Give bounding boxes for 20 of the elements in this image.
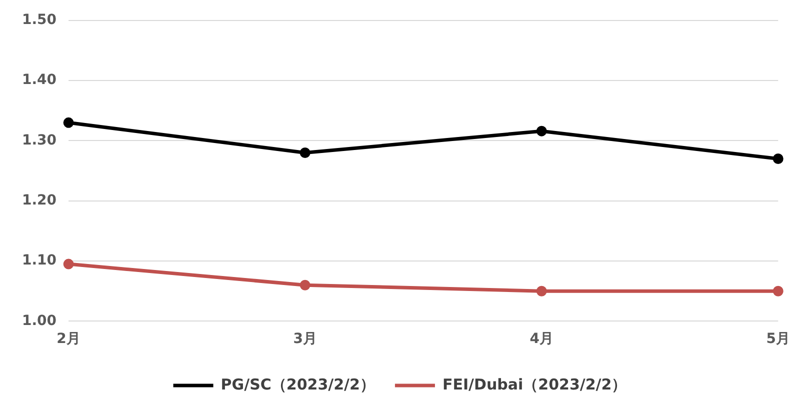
y-tick-label: 1.50 xyxy=(22,12,57,28)
point xyxy=(300,280,310,290)
legend-label: PG/SC（2023/2/2） xyxy=(220,375,375,394)
point xyxy=(63,258,74,270)
y-tick-label: 1.40 xyxy=(22,72,57,88)
y-tick-label: 1.20 xyxy=(22,192,57,209)
x-tick-label: 3月 xyxy=(293,331,317,348)
y-tick-label: 1.00 xyxy=(22,312,57,329)
point xyxy=(536,286,547,296)
y-tick-label: 1.30 xyxy=(22,132,57,148)
point xyxy=(536,126,547,136)
x-tick-label: 5月 xyxy=(766,331,790,348)
legend-label: FEI/Dubai（2023/2/2） xyxy=(442,375,627,394)
point xyxy=(63,117,74,128)
y-tick-label: 1.10 xyxy=(22,252,57,269)
x-tick-label: 2月 xyxy=(56,331,80,348)
x-tick-label: 4月 xyxy=(530,331,554,348)
point xyxy=(772,154,784,164)
point xyxy=(300,148,310,158)
point xyxy=(772,286,784,296)
